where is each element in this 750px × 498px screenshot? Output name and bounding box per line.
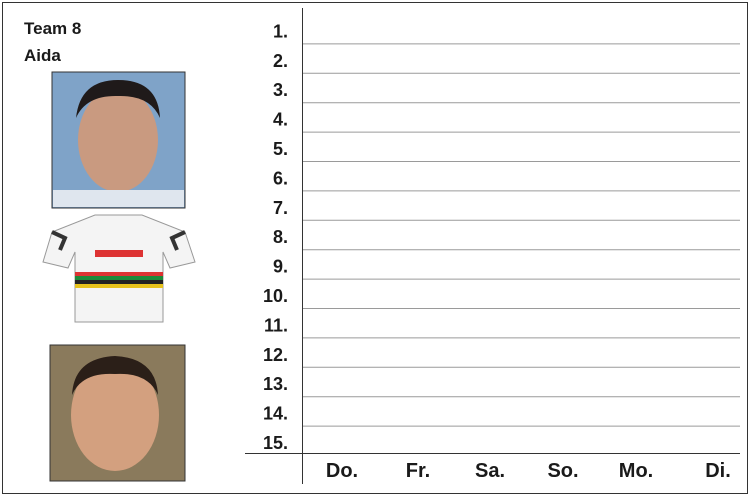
team-label: Team 8 <box>24 19 81 38</box>
row-number: 12. <box>263 345 288 365</box>
row-number: 4. <box>273 110 288 130</box>
row-number: 7. <box>273 198 288 218</box>
rider-photo-2 <box>50 345 185 481</box>
row-number: 8. <box>273 227 288 247</box>
day-label: Di. <box>705 460 731 482</box>
rider-photo-1 <box>52 72 185 208</box>
team-name: Aida <box>24 46 61 65</box>
day-label: So. <box>547 460 578 482</box>
row-number: 6. <box>273 168 288 188</box>
row-number: 10. <box>263 286 288 306</box>
row-number: 15. <box>263 433 288 453</box>
row-number: 5. <box>273 139 288 159</box>
row-number: 9. <box>273 257 288 277</box>
row-number: 3. <box>273 80 288 100</box>
row-number: 1. <box>273 21 288 41</box>
row-number: 14. <box>263 404 288 424</box>
day-label: Sa. <box>475 460 505 482</box>
day-label: Fr. <box>406 460 430 482</box>
day-label: Mo. <box>619 460 653 482</box>
row-number: 2. <box>273 51 288 71</box>
row-number: 13. <box>263 374 288 394</box>
row-number: 11. <box>264 315 288 335</box>
day-label: Do. <box>326 460 358 482</box>
team-sheet: Team 8 Aida 1. 2. 3. 4. 5. 6. 7. 8. 9. 10. 11. 12. 1… <box>0 0 750 498</box>
